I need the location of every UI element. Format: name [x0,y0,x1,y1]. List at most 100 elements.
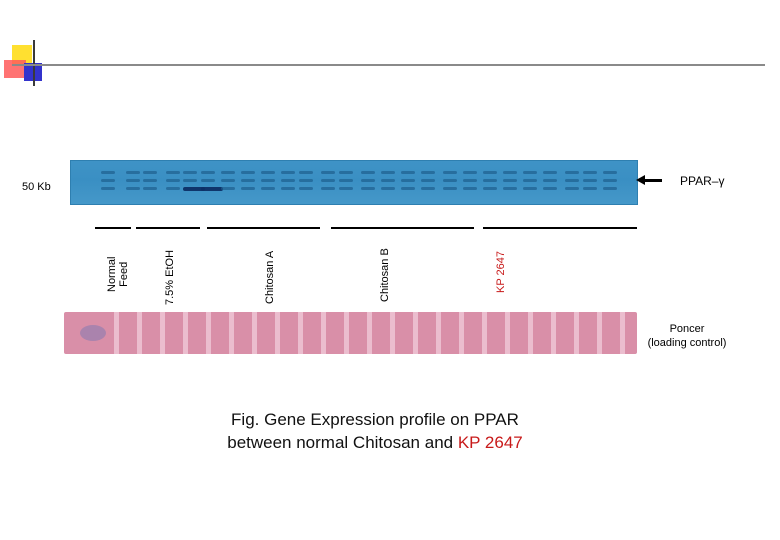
loading-control-stripe [367,312,372,354]
loading-control-stripe [390,312,395,354]
blot-band [401,171,415,174]
loading-control-stripe [321,312,326,354]
blot-band [361,171,375,174]
blot-band [543,187,557,190]
loading-control-image [64,312,637,354]
blot-band [443,179,457,182]
corner-decoration-line [33,40,35,86]
loading-control-label: Poncer (loading control) [647,323,727,349]
blot-band [361,187,375,190]
blot-band [483,179,497,182]
blot-band [221,179,235,182]
blot-band [339,171,353,174]
blot-band [299,187,313,190]
western-blot-image [70,160,638,205]
group-label-chitosan-a: Chitosan A [264,250,276,304]
blot-band [201,179,215,182]
blot-band [299,179,313,182]
loading-control-stripe [183,312,188,354]
blot-band [339,179,353,182]
blot-band [166,179,180,182]
blot-band [443,171,457,174]
blot-band [261,187,275,190]
loading-control-stripe [597,312,602,354]
blot-band [241,171,255,174]
blot-band [321,187,335,190]
group-bar-chitosan-b [331,227,474,229]
blot-band [523,187,537,190]
blot-band [281,179,295,182]
group-bar-chitosan-a [207,227,320,229]
blot-band [339,187,353,190]
blot-band [241,179,255,182]
blot-band [583,187,597,190]
blot-band [421,179,435,182]
loading-control-stripe [114,312,119,354]
blot-band [401,179,415,182]
blot-band [421,171,435,174]
blot-band [241,187,255,190]
blot-band [126,171,140,174]
loading-control-stripe [459,312,464,354]
size-marker-label: 50 Kb [22,181,51,193]
group-label-normal-feed: Normal Feed [106,256,130,292]
corner-decoration-red [4,60,26,78]
blot-band [321,179,335,182]
blot-band [543,171,557,174]
caption-highlight: KP 2647 [457,433,523,452]
blot-band [381,187,395,190]
blot-band [321,171,335,174]
blot-band [401,187,415,190]
loading-control-stripe [160,312,165,354]
blot-band [126,187,140,190]
loading-control-stripe [482,312,487,354]
blot-band [201,187,223,191]
blot-band [183,171,197,174]
group-bar-ethanol [136,227,200,229]
blot-band [166,171,180,174]
blot-band [183,179,197,182]
blot-band [603,171,617,174]
blot-band [421,187,435,190]
loading-control-stripe [298,312,303,354]
blot-band [583,179,597,182]
loading-control-stripe [574,312,579,354]
group-bar-normal-feed [95,227,131,229]
loading-control-stripe [436,312,441,354]
loading-control-stripe [505,312,510,354]
loading-control-spot [80,325,106,341]
blot-band [126,179,140,182]
blot-band [183,187,205,191]
blot-band [166,187,180,190]
blot-band [565,171,579,174]
blot-band [463,187,477,190]
blot-band [261,171,275,174]
caption-line-2: between normal Chitosan and KP 2647 [190,431,560,454]
blot-band [201,171,215,174]
blot-band [221,171,235,174]
blot-band [603,179,617,182]
blot-band [503,187,517,190]
blot-band [503,171,517,174]
arrow-shaft [640,179,662,182]
blot-band [523,179,537,182]
group-label-kp2647: KP 2647 [495,250,507,293]
target-protein-label: PPAR–γ [680,174,725,188]
loading-control-stripe [528,312,533,354]
loading-control-stripe [252,312,257,354]
blot-band [299,171,313,174]
blot-band [503,179,517,182]
blot-band [281,187,295,190]
figure-caption: Fig. Gene Expression profile on PPAR bet… [190,408,560,454]
loading-control-stripe [275,312,280,354]
loading-control-stripe [344,312,349,354]
group-label-ethanol: 7.5% EtOH [164,249,176,305]
group-label-chitosan-b: Chitosan B [379,248,391,302]
blot-band [381,171,395,174]
blot-band [143,179,157,182]
blot-band [463,171,477,174]
blot-band [483,171,497,174]
blot-band [443,187,457,190]
header-rule [12,64,765,66]
loading-control-stripe [206,312,211,354]
